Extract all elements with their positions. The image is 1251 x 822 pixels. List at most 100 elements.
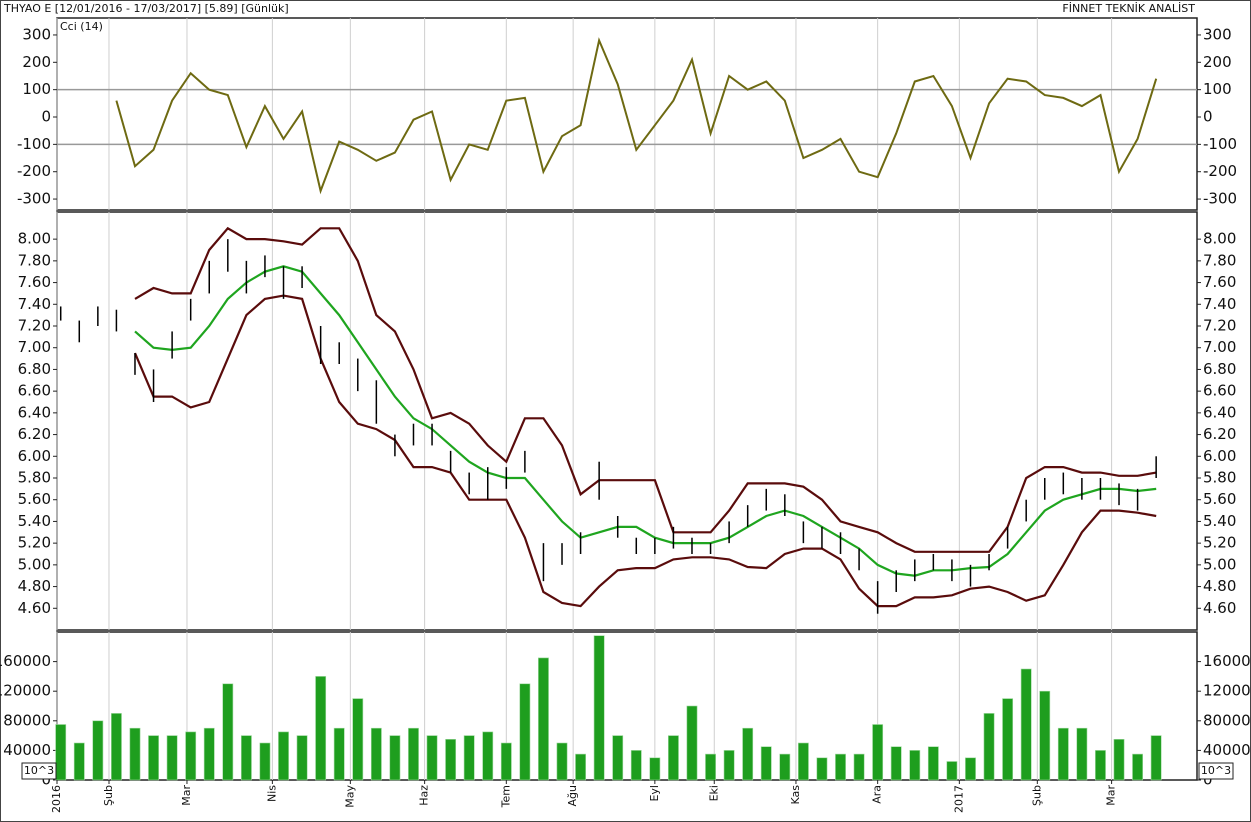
volume-bar xyxy=(259,742,271,781)
volume-bar xyxy=(835,753,846,781)
volume-bar xyxy=(816,757,828,781)
unit-box xyxy=(21,762,57,780)
volume-bar xyxy=(1039,690,1051,781)
y-tick-label: 7.20 xyxy=(18,317,51,335)
volume-bar xyxy=(73,742,85,781)
y-tick-label: 80000 xyxy=(3,711,51,729)
y-tick-label: 5.60 xyxy=(1203,490,1236,508)
unit-box xyxy=(1198,762,1234,780)
volume-bar xyxy=(890,746,902,781)
x-tick-label: Mar xyxy=(180,785,193,806)
volume-bar xyxy=(556,742,568,781)
y-tick-label: -200 xyxy=(17,162,51,180)
y-tick-label: 6.40 xyxy=(1203,403,1236,421)
volume-bar xyxy=(983,713,995,781)
y-tick-label: 7.80 xyxy=(18,251,51,269)
y-tick-label: 4.80 xyxy=(1203,577,1236,595)
y-tick-label: 5.40 xyxy=(1203,512,1236,530)
y-tick-label: -100 xyxy=(1203,135,1237,153)
y-tick-label: 6.00 xyxy=(1203,447,1236,465)
x-tick-label: May xyxy=(343,785,356,808)
bollinger-band xyxy=(134,226,1157,553)
y-tick-label: 0 xyxy=(41,108,51,126)
y-tick-label: 4.60 xyxy=(1203,599,1236,617)
volume-bar xyxy=(649,757,661,781)
y-tick-label: 40000 xyxy=(3,741,51,759)
y-tick-label: 5.20 xyxy=(1203,534,1236,552)
volume-bar xyxy=(1095,750,1106,781)
volume-bar xyxy=(315,676,327,781)
y-tick-label: 6.20 xyxy=(18,425,51,443)
y-tick-label: 7.20 xyxy=(1203,317,1236,335)
volume-bar xyxy=(426,735,438,781)
volume-bar xyxy=(370,727,382,781)
x-tick-label: Mar xyxy=(1105,785,1118,806)
y-tick-label: 6.00 xyxy=(18,447,51,465)
volume-bar xyxy=(296,735,308,781)
volume-bar xyxy=(111,713,122,781)
y-tick-label: -300 xyxy=(17,190,51,208)
unit-label: 10^3 xyxy=(1201,764,1231,777)
y-tick-label: 4.60 xyxy=(18,599,51,617)
volume-bar xyxy=(779,753,791,781)
volume-bar xyxy=(946,761,958,781)
volume-bar xyxy=(872,724,884,781)
y-tick-label: 5.00 xyxy=(1203,555,1236,573)
volume-bar xyxy=(203,727,215,781)
volume-bar xyxy=(686,705,698,781)
volume-bar xyxy=(1057,727,1069,781)
volume-bar xyxy=(445,738,457,781)
volume-bar xyxy=(575,753,586,781)
volume-bar xyxy=(519,683,531,781)
y-tick-label: 5.80 xyxy=(18,469,51,487)
volume-bar xyxy=(612,735,624,781)
volume-bar xyxy=(705,753,716,781)
cci-line xyxy=(115,37,1158,195)
y-tick-label: 0 xyxy=(1203,108,1213,126)
y-tick-label: 100 xyxy=(22,80,51,98)
volume-bar xyxy=(408,727,419,781)
volume-bar xyxy=(1020,668,1032,781)
volume-bar xyxy=(222,683,234,781)
x-tick-label: Ağu xyxy=(566,785,579,806)
y-tick-label: 5.80 xyxy=(1203,469,1236,487)
volume-bar xyxy=(593,635,605,781)
indicator-title: Cci (14) xyxy=(60,20,103,33)
x-tick-label: Tem xyxy=(499,785,512,808)
volume-bar xyxy=(927,746,939,781)
x-tick-label: Eyl xyxy=(648,785,661,802)
x-tick-label: Haz xyxy=(418,785,431,806)
volume-bar xyxy=(1150,735,1162,781)
y-tick-label: 7.60 xyxy=(18,273,51,291)
bollinger-band xyxy=(133,294,1157,608)
volume-bar xyxy=(538,657,549,781)
volume-bar xyxy=(389,735,401,781)
y-tick-label: 6.80 xyxy=(1203,360,1236,378)
y-tick-label: 160000 xyxy=(1203,652,1251,670)
y-tick-label: -300 xyxy=(1203,190,1237,208)
y-tick-label: 120000 xyxy=(0,682,51,700)
volume-bar xyxy=(185,731,197,781)
volume-bar xyxy=(352,698,364,781)
y-tick-label: 6.60 xyxy=(18,382,51,400)
volume-bar xyxy=(482,731,494,781)
y-tick-label: 7.40 xyxy=(18,295,51,313)
header-brand: FİNNET TEKNİK ANALİST xyxy=(1062,2,1195,15)
y-tick-label: -200 xyxy=(1203,162,1237,180)
y-tick-label: 80000 xyxy=(1203,711,1251,729)
y-tick-label: 5.20 xyxy=(18,534,51,552)
x-tick-label: Ara xyxy=(871,785,884,804)
y-tick-label: 6.80 xyxy=(18,360,51,378)
y-tick-label: 6.60 xyxy=(1203,382,1236,400)
volume-bar xyxy=(278,731,289,781)
y-tick-label: 7.60 xyxy=(1203,273,1236,291)
volume-bar xyxy=(92,720,104,781)
y-tick-label: 7.00 xyxy=(1203,338,1236,356)
y-tick-label: 200 xyxy=(1203,53,1232,71)
volume-bar xyxy=(909,750,921,781)
x-tick-label: Şub xyxy=(102,785,115,806)
y-tick-label: 300 xyxy=(22,25,51,43)
y-tick-label: 8.00 xyxy=(18,230,51,248)
y-tick-label: 160000 xyxy=(0,652,51,670)
y-tick-label: 6.20 xyxy=(1203,425,1236,443)
